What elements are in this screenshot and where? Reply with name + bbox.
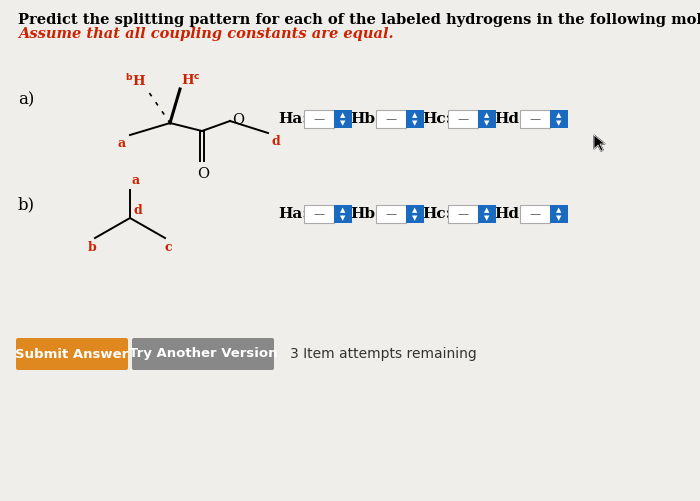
Text: —: — [386,114,397,124]
Bar [334,205,352,223]
Text: ▼: ▼ [484,215,490,221]
Bar [304,110,334,128]
Text: Ha:: Ha: [278,207,308,221]
Text: ▼: ▼ [412,215,418,221]
Text: O: O [197,167,209,181]
Bar [334,110,352,128]
Text: ▼: ▼ [340,120,346,126]
Text: —: — [529,114,540,124]
Text: ▲: ▲ [556,207,561,213]
Text: ▲: ▲ [412,112,418,118]
Text: c: c [164,241,172,254]
Bar [406,110,424,128]
Text: Predict the splitting pattern for each of the labeled hydrogens in the following: Predict the splitting pattern for each o… [18,13,700,27]
Text: —: — [529,209,540,219]
Text: Try Another Version: Try Another Version [129,348,277,361]
FancyBboxPatch shape [16,338,128,370]
Text: —: — [314,114,325,124]
Text: —: — [457,114,468,124]
Text: ▼: ▼ [556,120,561,126]
Text: Hd:: Hd: [494,207,524,221]
Bar [304,205,334,223]
Bar [448,205,478,223]
Bar [406,205,424,223]
Text: d: d [271,135,280,148]
Bar [478,205,496,223]
Text: Ha:: Ha: [278,112,308,126]
Text: ▲: ▲ [412,207,418,213]
Text: a: a [132,174,140,187]
Bar [520,205,550,223]
Text: ▲: ▲ [340,112,346,118]
Text: d: d [134,203,143,216]
Bar [448,110,478,128]
Bar [376,205,406,223]
Text: —: — [457,209,468,219]
Text: $\mathbf{^{b}}$H: $\mathbf{^{b}}$H [125,73,146,89]
Text: ▲: ▲ [556,112,561,118]
Text: —: — [386,209,397,219]
Text: ▼: ▼ [556,215,561,221]
Bar [550,110,568,128]
Polygon shape [594,135,605,151]
Bar [550,205,568,223]
Text: ▲: ▲ [340,207,346,213]
Text: ▼: ▼ [484,120,490,126]
FancyBboxPatch shape [132,338,274,370]
Text: ▲: ▲ [484,207,490,213]
Text: 3 Item attempts remaining: 3 Item attempts remaining [290,347,477,361]
Text: O: O [232,113,244,127]
Text: Hb:: Hb: [350,112,381,126]
Text: Assume that all coupling constants are equal.: Assume that all coupling constants are e… [18,27,393,41]
Text: Hc:: Hc: [422,207,452,221]
Text: b): b) [18,196,35,213]
Bar [376,110,406,128]
Text: Hb:: Hb: [350,207,381,221]
Text: H$\mathbf{^{c}}$: H$\mathbf{^{c}}$ [181,73,200,87]
Bar [520,110,550,128]
Bar [478,110,496,128]
Text: Hd:: Hd: [494,112,524,126]
Text: a: a [118,137,126,150]
Text: ▼: ▼ [340,215,346,221]
Text: Hc:: Hc: [422,112,452,126]
Text: —: — [314,209,325,219]
Text: a): a) [18,91,34,108]
Text: ▼: ▼ [412,120,418,126]
Text: Submit Answer: Submit Answer [15,348,129,361]
Text: b: b [88,241,97,254]
Text: ▲: ▲ [484,112,490,118]
